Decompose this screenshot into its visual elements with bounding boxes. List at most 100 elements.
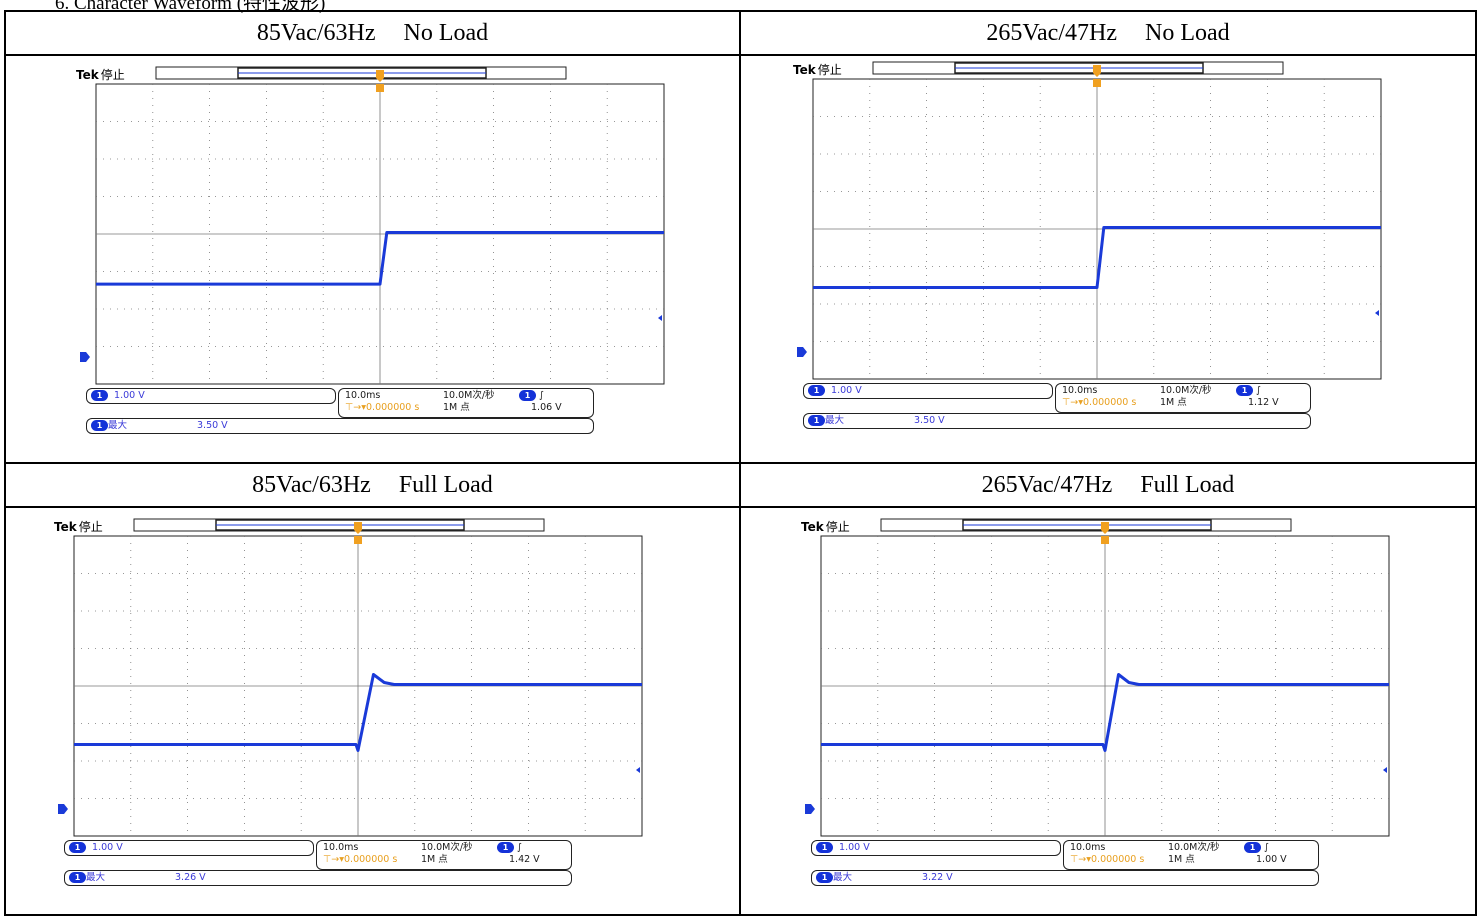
trigger-marker-icon <box>1093 65 1101 78</box>
ground-marker-icon <box>58 804 68 815</box>
measurement-value: 3.50 V <box>914 415 945 427</box>
measurement-box: 1 最大 3.26 V <box>64 870 572 887</box>
header-row: 85Vac/63Hz Full Load 265Vac/47Hz Full Load <box>4 461 1477 509</box>
channel-badge: 1 <box>816 842 833 854</box>
scope-screen <box>805 518 1390 837</box>
oscilloscope-capture: Tek 停止 1 1.00 V 10.0ms ⊤→▾0.000000 s 10.0… <box>54 518 654 898</box>
channel-badge: 1 <box>808 385 825 397</box>
trigger-t-icon <box>1101 536 1109 545</box>
channel-badge: 1 <box>69 872 86 884</box>
waveform-table: 85Vac/63Hz No Load 265Vac/47Hz No Load Tek… <box>4 9 1477 916</box>
channel-badge: 1 <box>91 390 108 402</box>
measurement-label: 最大 <box>108 420 128 432</box>
scope-screen <box>797 61 1382 380</box>
brand-label: Tek 停止 <box>801 520 850 535</box>
trigger-offset: 0.000000 s <box>1083 397 1137 409</box>
oscilloscope-capture: Tek 停止 1 1.00 V 10.0ms ⊤→▾0.000000 s 10.0… <box>801 518 1401 898</box>
channel-badge: 1 <box>91 420 108 432</box>
trigger-level: 1.00 V <box>1256 854 1287 866</box>
run-status: 停止 <box>825 520 850 535</box>
load-label: Full Load <box>1140 471 1235 498</box>
channel-scale-box: 1 1.00 V <box>811 840 1061 857</box>
channel-scale: 1.00 V <box>114 390 145 402</box>
cell-scope: Tek 停止 1 1.00 V 10.0ms ⊤→▾0.000000 s 10.0… <box>739 54 1477 464</box>
cell-scope: Tek 停止 1 1.00 V 10.0ms ⊤→▾0.000000 s 10.0… <box>4 54 741 464</box>
measurement-value: 3.50 V <box>197 420 228 432</box>
voltage-label: 265Vac/47Hz <box>981 471 1113 498</box>
channel-badge: 1 <box>808 415 825 427</box>
trigger-offset: 0.000000 s <box>1091 854 1145 866</box>
brand-label: Tek 停止 <box>793 63 842 78</box>
channel-badge: 1 <box>1236 385 1253 397</box>
measurement-value: 3.22 V <box>922 872 953 884</box>
channel-badge: 1 <box>519 390 536 402</box>
trigger-offset: 0.000000 s <box>366 402 420 414</box>
channel-scale-box: 1 1.00 V <box>86 388 336 405</box>
channel-badge: 1 <box>1244 842 1261 854</box>
trigger-marker-icon <box>354 522 362 535</box>
measurement-value: 3.26 V <box>175 872 206 884</box>
load-label: Full Load <box>398 471 493 498</box>
sample-rate: 10.0M次/秒 <box>1168 842 1220 854</box>
waveform-trace <box>821 673 1389 753</box>
cell-header: 85Vac/63Hz No Load <box>4 9 741 57</box>
timebase: 10.0ms <box>1062 385 1098 397</box>
ground-marker-icon <box>805 804 815 815</box>
scope-screen <box>80 66 665 385</box>
trigger-t-icon <box>1093 79 1101 88</box>
scope-screen <box>58 518 643 837</box>
record-length: 1M 点 <box>1160 397 1187 409</box>
sample-rate: 10.0M次/秒 <box>1160 385 1212 397</box>
image-row: Tek 停止 1 1.00 V 10.0ms ⊤→▾0.000000 s 10.0… <box>4 506 1477 916</box>
measurement-box: 1 最大 3.22 V <box>811 870 1319 887</box>
record-length: 1M 点 <box>421 854 448 866</box>
measurement-label: 最大 <box>825 415 845 427</box>
cell-header: 265Vac/47Hz No Load <box>739 9 1477 57</box>
header-row: 85Vac/63Hz No Load 265Vac/47Hz No Load <box>4 9 1477 57</box>
channel-badge: 1 <box>816 872 833 884</box>
waveform-trace <box>96 231 664 286</box>
cell-header: 85Vac/63Hz Full Load <box>4 461 741 509</box>
ground-marker-icon <box>797 347 807 358</box>
trigger-t-icon <box>354 536 362 545</box>
run-status: 停止 <box>78 520 103 535</box>
measurement-box: 1 最大 3.50 V <box>803 413 1311 430</box>
measurement-box: 1 最大 3.50 V <box>86 418 594 435</box>
trigger-level-arrow-icon <box>1383 767 1387 774</box>
channel-scale-box: 1 1.00 V <box>803 383 1053 400</box>
trigger-pos-icon: ⊤→▾ <box>1062 397 1084 409</box>
load-label: No Load <box>403 19 489 46</box>
trigger-slope-icon: ∫ <box>1264 842 1269 854</box>
timebase-box: 10.0ms ⊤→▾0.000000 s 10.0M次/秒 1M 点 1 ∫ 1… <box>1063 840 1319 871</box>
brand-label: Tek 停止 <box>54 520 103 535</box>
trigger-slope-icon: ∫ <box>1256 385 1261 397</box>
timebase: 10.0ms <box>323 842 359 854</box>
channel-scale-box: 1 1.00 V <box>64 840 314 857</box>
trigger-marker-icon <box>376 70 384 83</box>
trigger-slope-icon: ∫ <box>517 842 522 854</box>
channel-scale: 1.00 V <box>92 842 123 854</box>
image-row: Tek 停止 1 1.00 V 10.0ms ⊤→▾0.000000 s 10.0… <box>4 54 1477 464</box>
cell-header: 265Vac/47Hz Full Load <box>739 461 1477 509</box>
load-label: No Load <box>1144 19 1230 46</box>
brand-label: Tek 停止 <box>76 68 125 83</box>
voltage-label: 265Vac/47Hz <box>986 19 1117 46</box>
trigger-level-arrow-icon <box>1375 310 1379 317</box>
trigger-t-icon <box>376 84 384 93</box>
trigger-pos-icon: ⊤→▾ <box>323 854 345 866</box>
trigger-level-arrow-icon <box>636 767 640 774</box>
measurement-label: 最大 <box>86 872 106 884</box>
channel-scale: 1.00 V <box>831 385 862 397</box>
trigger-level-arrow-icon <box>658 315 662 322</box>
record-length: 1M 点 <box>443 402 470 414</box>
measurement-label: 最大 <box>833 872 853 884</box>
voltage-label: 85Vac/63Hz <box>252 471 371 498</box>
waveform-trace <box>74 673 642 753</box>
run-status: 停止 <box>817 63 842 78</box>
cell-scope: Tek 停止 1 1.00 V 10.0ms ⊤→▾0.000000 s 10.0… <box>739 506 1477 916</box>
trigger-slope-icon: ∫ <box>539 390 544 402</box>
sample-rate: 10.0M次/秒 <box>421 842 473 854</box>
voltage-label: 85Vac/63Hz <box>256 19 376 46</box>
timebase-box: 10.0ms ⊤→▾0.000000 s 10.0M次/秒 1M 点 1 ∫ 1… <box>1055 383 1311 414</box>
channel-scale: 1.00 V <box>839 842 870 854</box>
